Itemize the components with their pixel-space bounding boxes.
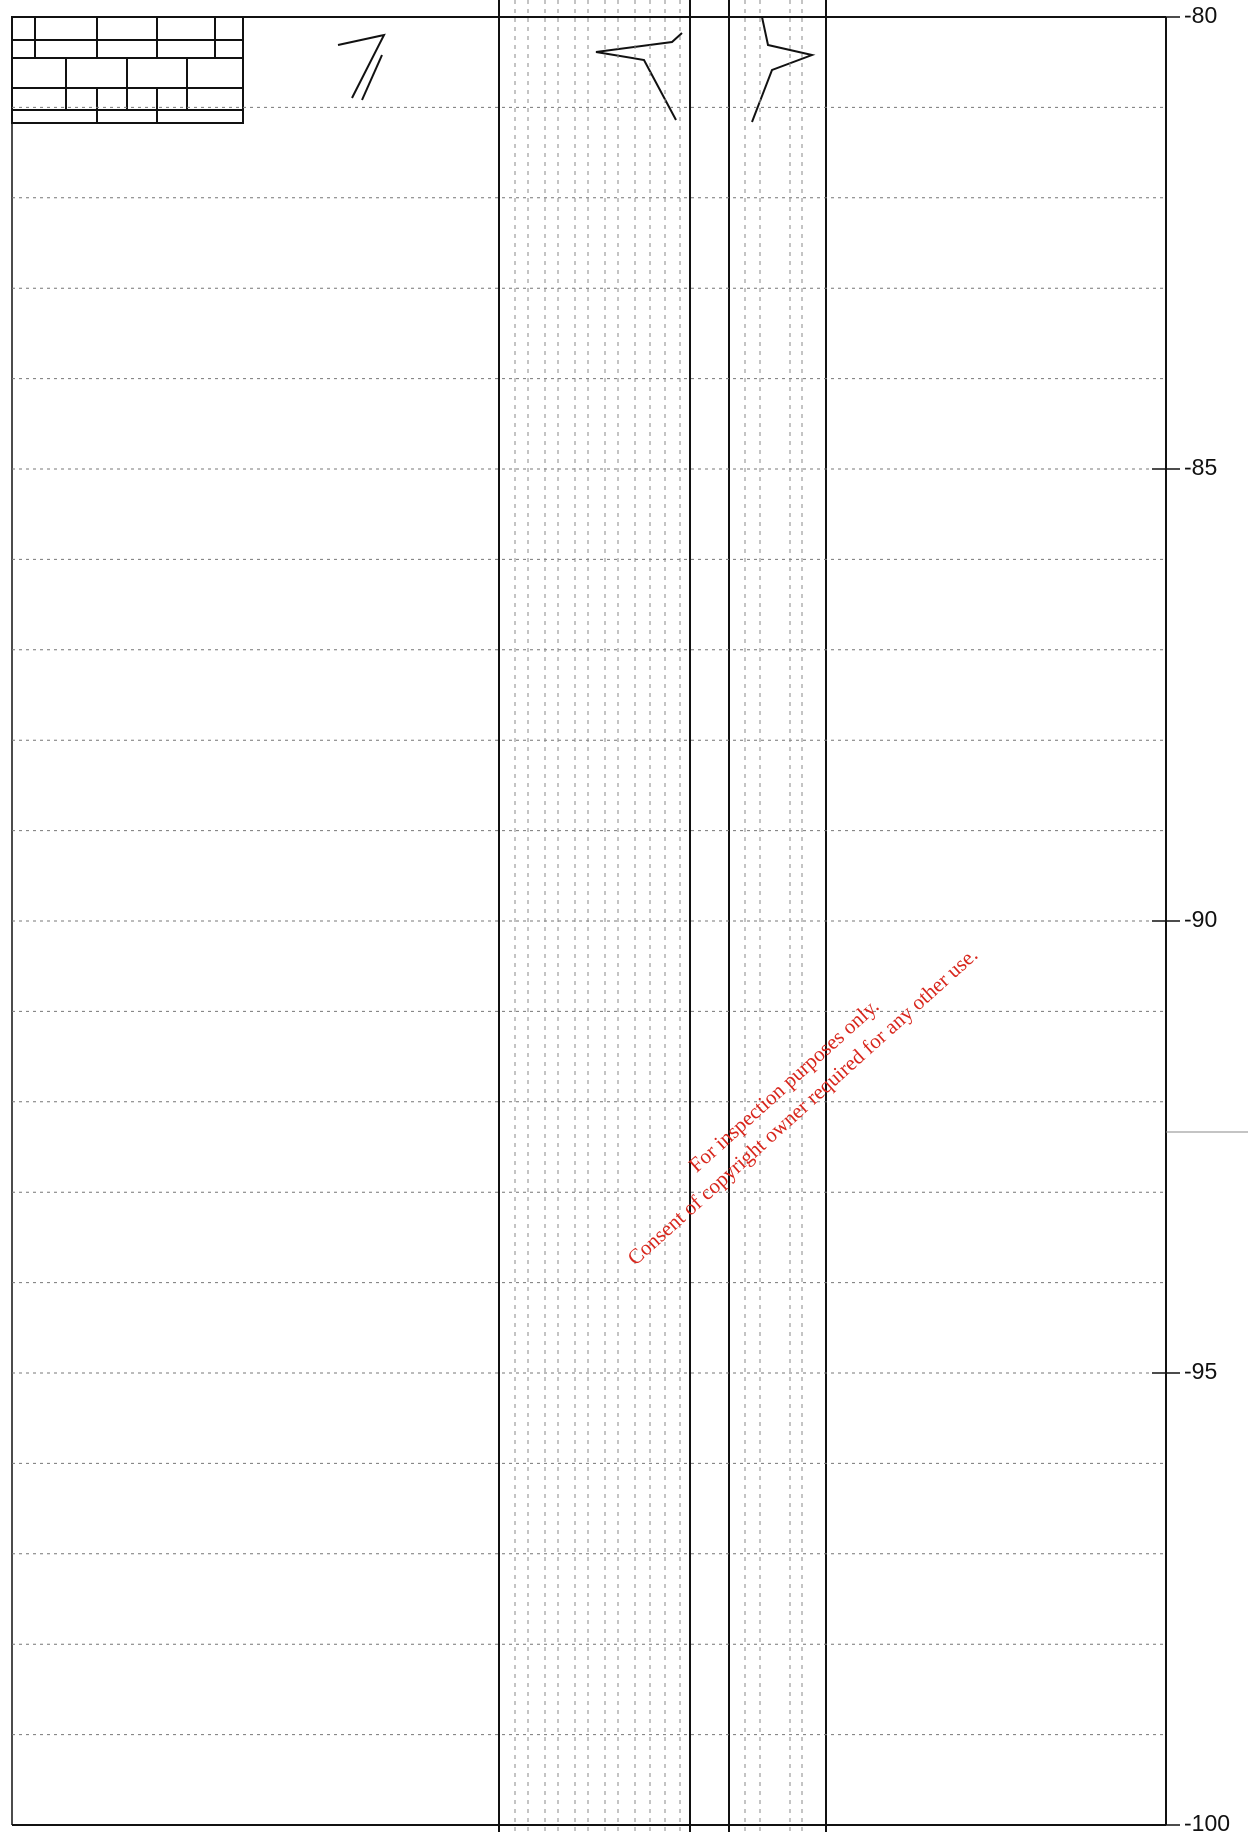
depth-label: -95 bbox=[1184, 1358, 1217, 1384]
watermark-line: For inspection purposes only. bbox=[684, 994, 884, 1177]
minor-grid bbox=[12, 0, 1166, 1832]
sketches bbox=[337, 16, 816, 123]
depth-label: -80 bbox=[1184, 2, 1217, 28]
depth-label: -100 bbox=[1184, 1810, 1230, 1832]
brick-symbol bbox=[11, 16, 244, 124]
frame bbox=[11, 0, 1248, 1832]
depth-label: -85 bbox=[1184, 454, 1217, 480]
watermark: For inspection purposes only. Consent of… bbox=[622, 943, 982, 1270]
depth-label: -90 bbox=[1184, 906, 1217, 932]
